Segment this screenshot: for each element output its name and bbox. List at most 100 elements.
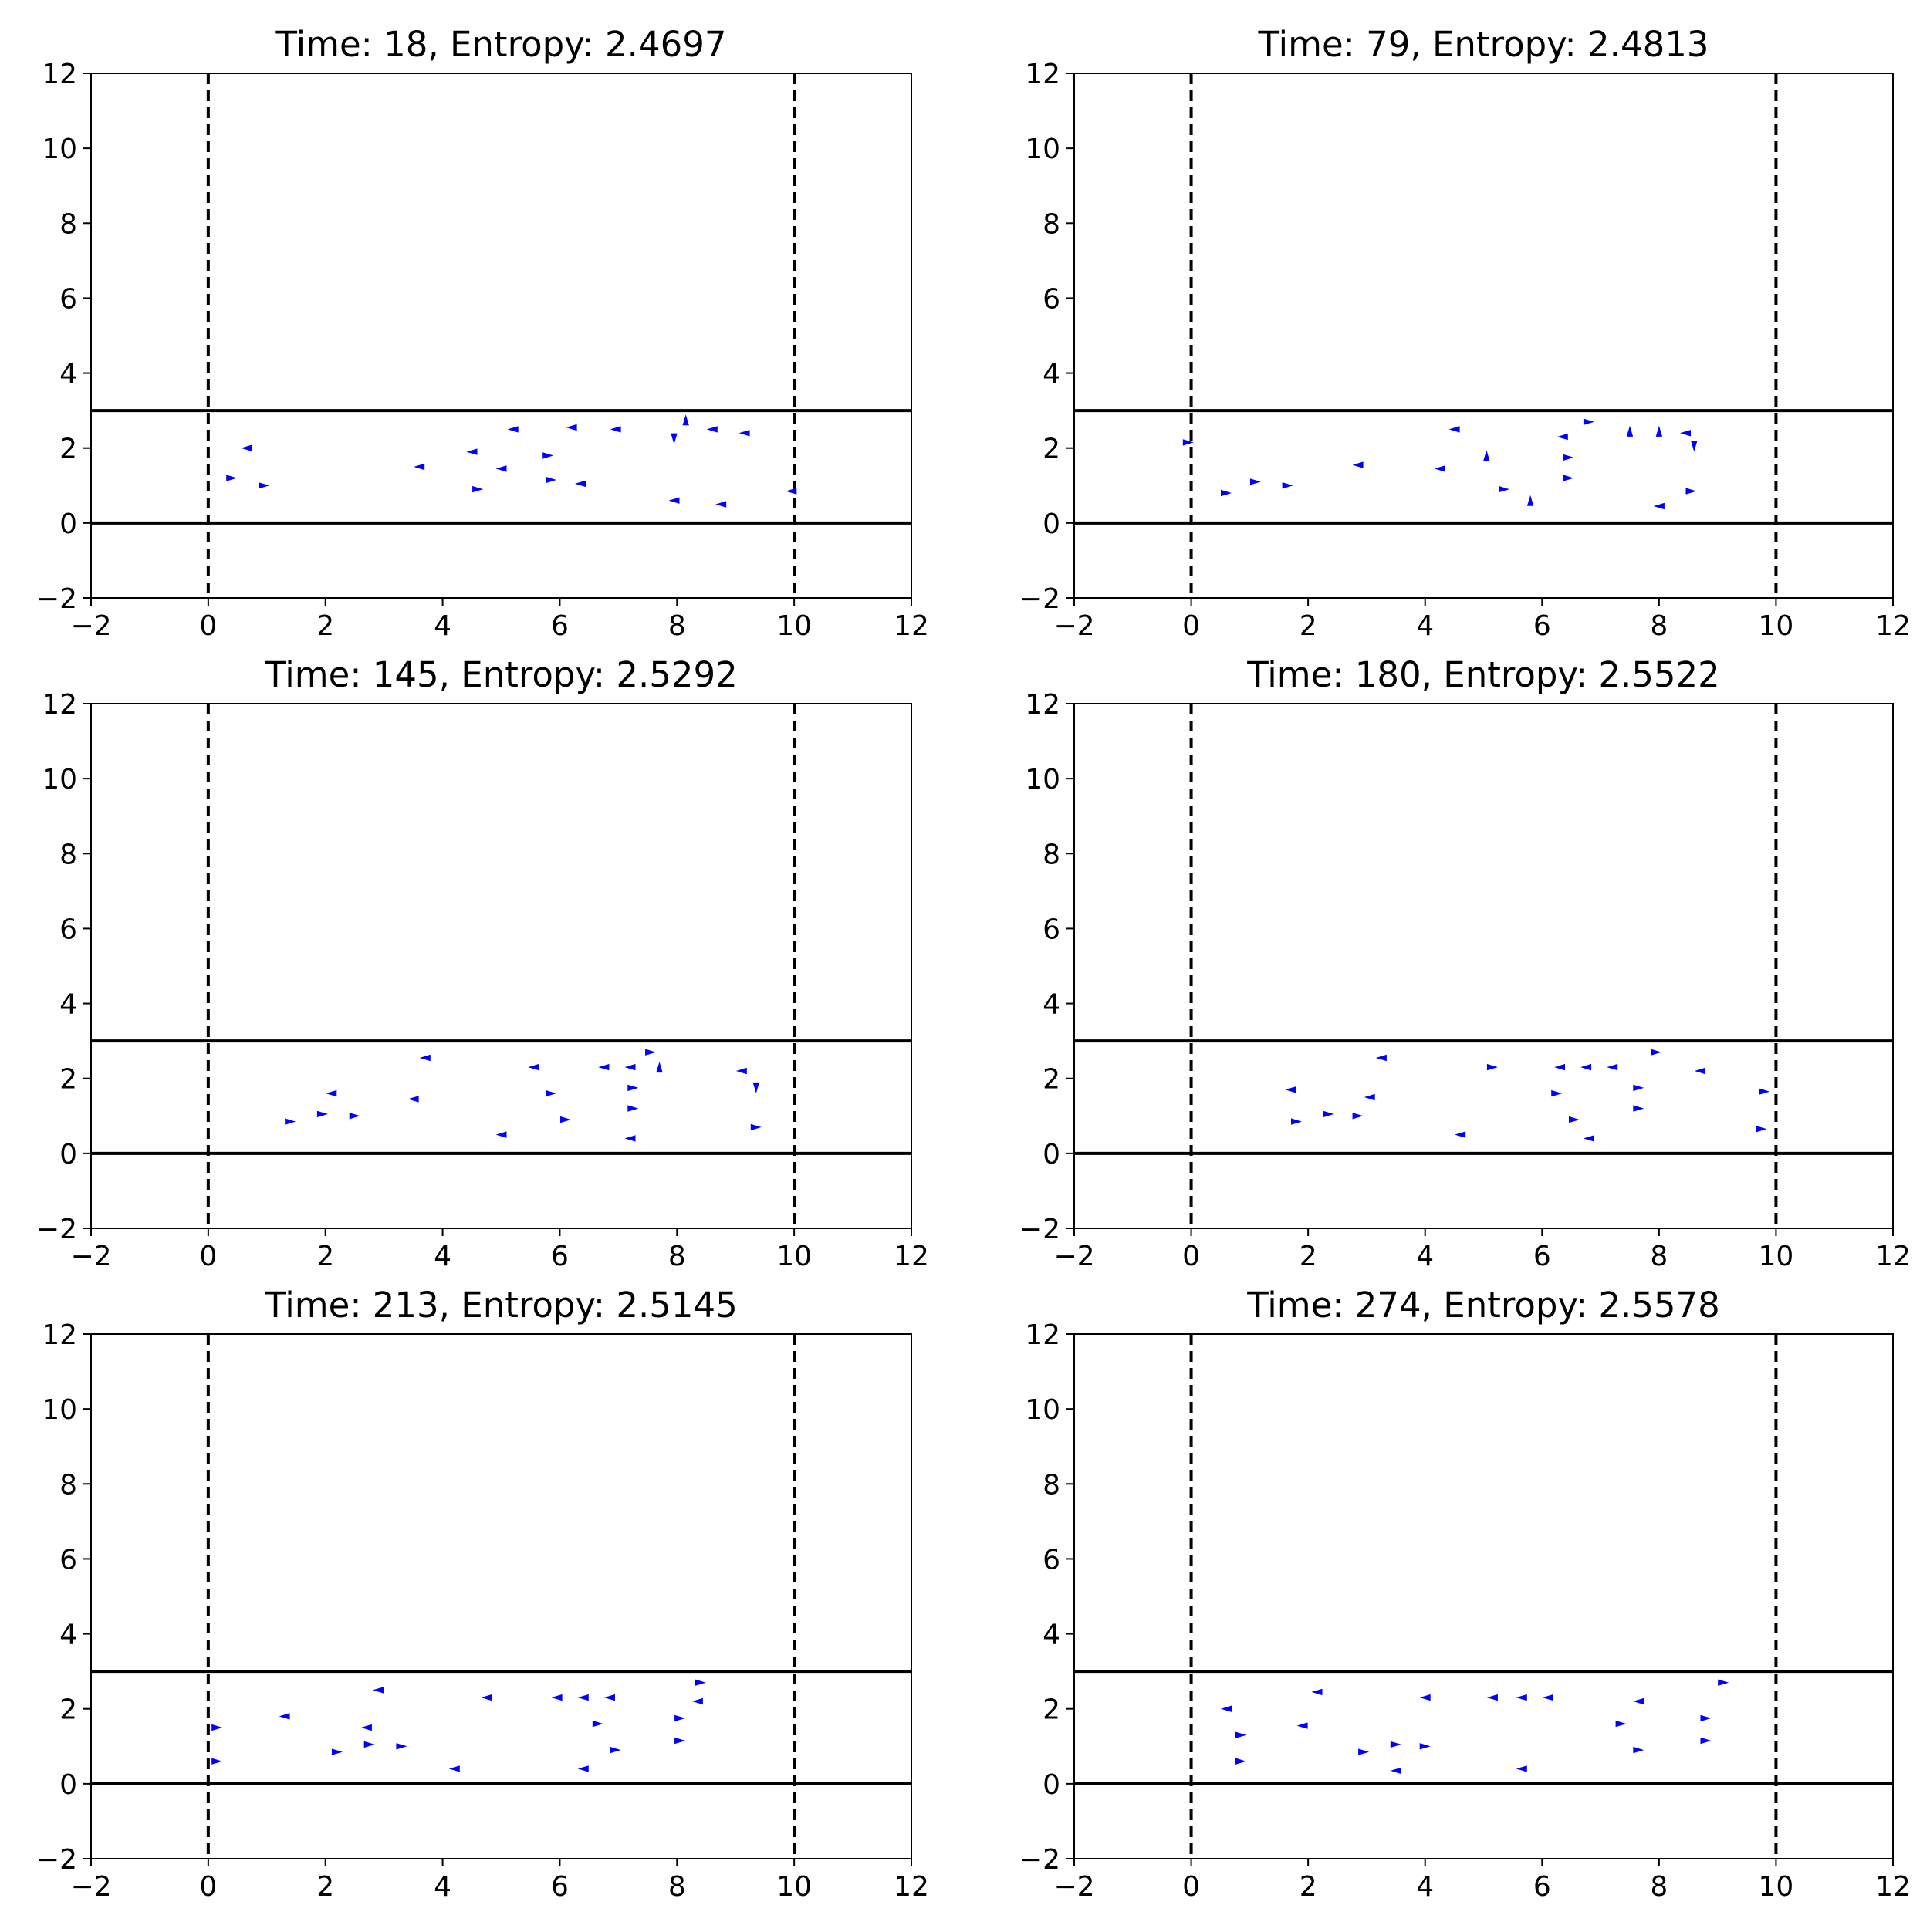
particle-marker <box>360 1724 372 1731</box>
y-tick-label: 10 <box>1025 1394 1060 1426</box>
particle-marker <box>645 1049 657 1056</box>
particle-marker <box>624 1063 636 1071</box>
particle-marker <box>706 426 718 433</box>
y-tick-label: 0 <box>1043 1139 1060 1170</box>
particle-marker <box>1626 425 1634 437</box>
subplot-title: Time: 18, Entropy: 2.4697 <box>275 24 727 65</box>
plot-area <box>1074 1334 1893 1859</box>
particle-marker <box>1685 488 1697 495</box>
particle-marker <box>528 1063 539 1071</box>
particle-marker <box>1323 1110 1334 1118</box>
y-tick-label: 0 <box>1043 1769 1060 1801</box>
subplot-title: Time: 180, Entropy: 2.5522 <box>1246 654 1720 695</box>
particle-marker <box>481 1694 492 1701</box>
x-tick-label: 2 <box>1300 610 1317 642</box>
particle-marker <box>1221 489 1232 497</box>
x-tick-label: 0 <box>1182 610 1200 642</box>
x-tick-label: 8 <box>668 610 686 642</box>
y-tick-label: 4 <box>59 359 77 390</box>
particle-marker <box>668 497 680 504</box>
particle-marker <box>495 1131 507 1138</box>
x-tick-label: 10 <box>1759 1871 1794 1903</box>
x-tick-label: 12 <box>1875 610 1911 642</box>
particle-marker <box>1700 1737 1712 1745</box>
x-tick-label: 2 <box>316 1241 334 1272</box>
y-tick-label: 4 <box>59 989 77 1021</box>
particle-marker <box>1759 1088 1770 1095</box>
particle-marker <box>1455 1131 1466 1138</box>
x-tick-label: 10 <box>776 1241 812 1272</box>
particle-marker <box>1583 418 1594 425</box>
particle-marker <box>674 1714 686 1722</box>
particle-marker <box>577 1694 589 1701</box>
y-tick-label: 6 <box>1043 283 1060 315</box>
x-tick-label: 10 <box>776 1871 812 1903</box>
x-tick-label: 12 <box>894 610 929 642</box>
y-tick-label: 0 <box>59 1139 77 1170</box>
plot-area <box>91 1334 911 1859</box>
x-tick-label: 0 <box>199 610 217 642</box>
y-tick-label: 10 <box>1025 133 1060 165</box>
subplot-title: Time: 213, Entropy: 2.5145 <box>264 1285 738 1326</box>
particle-marker <box>1282 482 1293 489</box>
particle-marker <box>691 1697 703 1705</box>
subplot-2: Time: 79, Entropy: 2.4813 −2 0 2 4 6 8 10 12 −2 0 2… <box>1019 24 1911 642</box>
y-tick-label: −2 <box>36 1214 77 1245</box>
particle-marker <box>495 465 507 472</box>
particle-marker <box>1633 1105 1644 1112</box>
x-tick-label: 6 <box>551 1871 569 1903</box>
x-tick-label: 2 <box>316 610 334 642</box>
particle-marker <box>624 1135 636 1142</box>
particle-marker <box>331 1748 343 1755</box>
particle-marker <box>610 426 621 433</box>
x-tick-label: 4 <box>434 1871 451 1903</box>
particle-marker <box>1352 1113 1364 1120</box>
particle-marker <box>1526 495 1534 506</box>
particle-marker <box>1633 1084 1644 1092</box>
particle-marker <box>448 1765 460 1772</box>
particle-marker <box>1700 1714 1712 1722</box>
y-tick-label: −2 <box>36 1844 77 1876</box>
axes-frame <box>90 1333 912 1859</box>
y-tick-label: 8 <box>1043 208 1060 240</box>
x-tick-label: −2 <box>70 1871 111 1903</box>
axes-frame <box>90 73 912 599</box>
x-tick-label: 12 <box>894 1241 929 1272</box>
particle-marker <box>316 1110 328 1118</box>
particle-marker <box>1221 1705 1232 1712</box>
particle-marker <box>546 1089 556 1097</box>
particle-marker <box>1419 1743 1431 1750</box>
y-tick-label: 8 <box>1043 839 1060 870</box>
particle-marker <box>363 1741 375 1748</box>
x-tick-label: 2 <box>1300 1241 1317 1272</box>
particle-marker <box>1419 1694 1431 1701</box>
x-tick-label: 8 <box>668 1871 686 1903</box>
particle-marker <box>1285 1086 1296 1093</box>
particle-marker <box>373 1687 384 1694</box>
particle-marker <box>241 444 252 451</box>
particle-marker <box>627 1105 639 1112</box>
particle-marker <box>1651 1049 1662 1056</box>
subplot-4: Time: 180, Entropy: 2.5522 −2 0 2 4 6 8 10 12 −2 0… <box>1019 654 1911 1272</box>
particle-marker <box>285 1118 296 1125</box>
y-tick-label: 12 <box>42 1319 77 1351</box>
y-tick-label: −2 <box>36 583 77 615</box>
particle-marker <box>1516 1694 1527 1701</box>
particle-marker <box>786 488 797 495</box>
particle-marker <box>226 475 238 481</box>
particle-marker <box>1364 1093 1375 1101</box>
particle-marker <box>551 1694 563 1701</box>
y-tick-label: 6 <box>1043 914 1060 945</box>
x-tick-label: 6 <box>551 1241 569 1272</box>
y-tick-label: 2 <box>59 1694 77 1726</box>
particle-marker <box>1542 1694 1553 1701</box>
particle-marker <box>1691 441 1698 452</box>
particle-marker <box>1680 430 1691 437</box>
particle-marker <box>472 485 484 493</box>
particle-marker <box>466 448 478 455</box>
x-tick-label: 12 <box>894 1871 929 1903</box>
x-tick-label: 10 <box>776 610 812 642</box>
y-tick-label: 8 <box>59 208 77 240</box>
x-tick-label: 0 <box>1182 1871 1200 1903</box>
particle-marker <box>211 1758 223 1765</box>
